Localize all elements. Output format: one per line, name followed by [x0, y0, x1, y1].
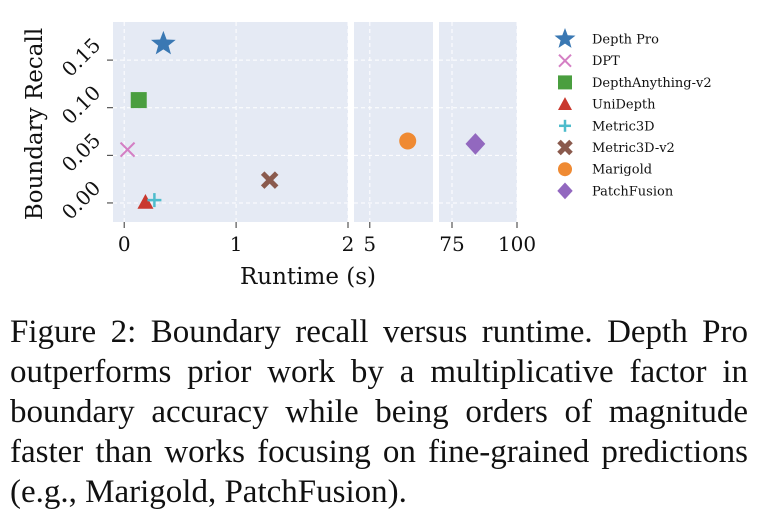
x-tick-label: 100 [498, 232, 536, 256]
x-axis-title: Runtime (s) [240, 264, 376, 290]
legend-label: DepthAnything-v2 [592, 76, 712, 91]
legend-entry: DepthAnything-v2 [558, 75, 712, 91]
plot-panel [439, 22, 517, 222]
data-point [151, 30, 176, 55]
legend-label: UniDepth [592, 98, 656, 113]
y-tick-label: 0.00 [57, 176, 105, 224]
data-point [119, 141, 136, 158]
x-tick-label: 5 [363, 232, 376, 256]
legend-label: DPT [592, 54, 620, 69]
data-point [137, 194, 154, 209]
y-axis-title: Boundary Recall [22, 28, 48, 220]
boundary-recall-chart: 0 1 2 5 75 100 0.000.050.100.15 Runtime (s) Bo… [22, 22, 712, 290]
y-tick-label: 0.15 [57, 33, 105, 81]
y-tick-label: 0.05 [57, 128, 105, 176]
legend-marker [558, 97, 572, 111]
data-points [119, 30, 486, 209]
data-point [147, 193, 162, 208]
legend-entry: Metric3D [559, 119, 655, 134]
legend-marker [558, 53, 572, 68]
legend-marker [558, 75, 572, 90]
legend-marker [557, 139, 573, 156]
x-tick-label: 75 [439, 232, 464, 256]
plot-panel [354, 22, 433, 222]
data-point [465, 133, 486, 155]
x-tick-label: 0 [118, 232, 131, 256]
legend-label: Metric3D [592, 119, 655, 134]
legend: Depth Pro DPT DepthAnything-v2 UniDepth Metr… [554, 28, 712, 200]
figure-caption: Figure 2: Boundary recall versus runtime… [10, 314, 748, 510]
legend-marker [554, 28, 576, 48]
data-point [260, 171, 279, 189]
legend-label: Metric3D-v2 [592, 141, 675, 156]
legend-entry: Marigold [558, 162, 652, 178]
legend-marker [558, 162, 572, 177]
legend-marker [557, 182, 573, 200]
y-tick-label: 0.10 [57, 81, 105, 129]
legend-entry: DPT [558, 53, 620, 69]
plot-panel [113, 22, 348, 222]
legend-entry: Metric3D-v2 [557, 139, 675, 156]
legend-entry: UniDepth [558, 97, 656, 113]
data-point [399, 132, 417, 150]
legend-entry: Depth Pro [554, 28, 659, 48]
plot-panels [113, 22, 518, 222]
x-tick-label: 1 [230, 232, 243, 256]
legend-entry: PatchFusion [557, 182, 674, 200]
legend-marker [559, 119, 571, 132]
data-point [130, 92, 147, 109]
legend-label: Marigold [592, 163, 652, 178]
legend-label: Depth Pro [592, 33, 659, 48]
x-tick-label: 2 [342, 232, 355, 256]
legend-label: PatchFusion [592, 184, 674, 199]
